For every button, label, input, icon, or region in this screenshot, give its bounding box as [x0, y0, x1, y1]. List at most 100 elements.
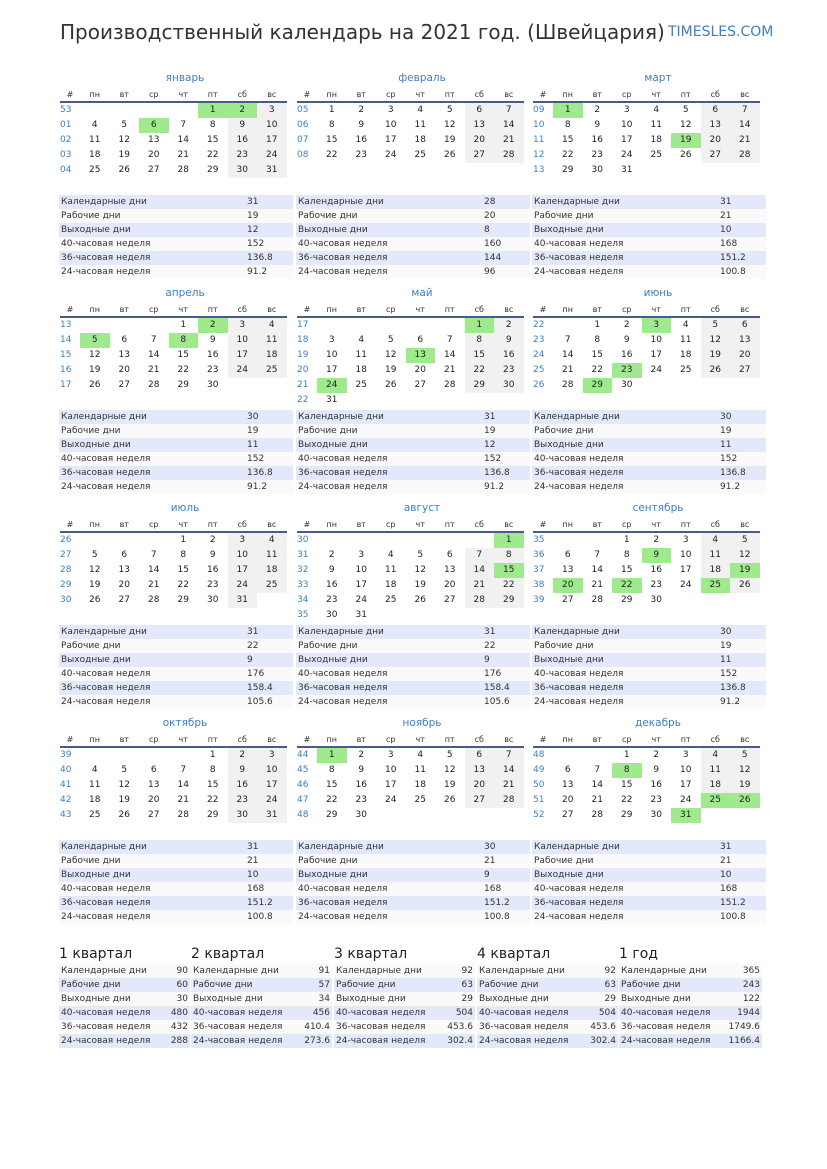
- week-number: 26: [533, 380, 545, 390]
- day-cell: 19: [414, 580, 426, 590]
- day-cell: 19: [385, 365, 397, 375]
- stat-value: 151.2: [720, 253, 746, 263]
- weekday-header: пт: [198, 734, 228, 748]
- day-cell: 28: [730, 148, 760, 163]
- day-cell: 7: [594, 550, 601, 560]
- day-cell: 28: [177, 810, 189, 820]
- day-cell: 31: [621, 165, 633, 175]
- day-cell: 7: [464, 548, 494, 563]
- stat-value: 456: [312, 1008, 330, 1018]
- day-cell: 30: [227, 808, 257, 823]
- weekday-header: #: [533, 304, 553, 318]
- empty-cell: [642, 378, 672, 393]
- day-cell: 29: [621, 595, 633, 605]
- stat-value: 19: [720, 641, 732, 651]
- month-name: март: [644, 72, 672, 84]
- stat-row: 36-часовая неделя 158.4: [296, 681, 530, 695]
- day-cell: 2: [594, 105, 601, 115]
- day-cell: 11: [355, 350, 367, 360]
- day-cell: 16: [355, 780, 367, 790]
- stat-value: 12: [484, 440, 496, 450]
- stat-value: 30: [247, 412, 259, 422]
- weekday-header: ср: [376, 519, 406, 533]
- weekday-header: вс: [257, 89, 287, 103]
- stat-label: Календарные дни: [61, 627, 147, 637]
- weekday-header: чт: [405, 519, 435, 533]
- stat-value: 152: [247, 454, 265, 464]
- day-cell: 7: [494, 748, 524, 763]
- month-grid: # пн вт ср чт пт сб вс 26 1 2 3 4 27 5 6 7 8 9 10 11 28 12 13 14…: [60, 519, 290, 608]
- day-cell: 23: [494, 363, 524, 378]
- week-number: 47: [297, 795, 309, 805]
- day-cell: 14: [148, 350, 160, 360]
- week-number: 02: [60, 135, 72, 145]
- weekday-header: ср: [139, 734, 169, 748]
- weekday-header: #: [533, 89, 553, 103]
- day-cell: 28: [494, 148, 524, 163]
- stat-value: 480: [170, 1008, 188, 1018]
- day-cell: 10: [650, 335, 662, 345]
- week-number: 09: [533, 105, 545, 115]
- stat-value: 151.2: [720, 898, 746, 908]
- stat-value: 91.2: [720, 697, 741, 707]
- stat-value: 152: [247, 239, 265, 249]
- day-cell: 28: [562, 380, 574, 390]
- day-cell: 20: [464, 778, 494, 793]
- week-number: 29: [60, 580, 72, 590]
- day-cell: 13: [118, 350, 130, 360]
- site-link[interactable]: TIMESLES.COM: [668, 24, 774, 40]
- weekday-header: пт: [435, 519, 465, 533]
- day-cell: 16: [494, 348, 524, 363]
- stat-label: Выходные дни: [61, 870, 131, 880]
- day-cell: 19: [671, 133, 701, 148]
- day-cell: 20: [444, 580, 456, 590]
- stat-label: 40-часовая неделя: [479, 1008, 569, 1018]
- stat-label: Рабочие дни: [61, 641, 121, 651]
- month-grid: # пн вт ср чт пт сб вс 17 1 2 18 3 4 5 6 7 8 9 19 10 11 12 13 14…: [297, 304, 527, 408]
- stat-label: Календарные дни: [534, 412, 620, 422]
- empty-cell: [376, 533, 406, 548]
- stat-value: 504: [598, 1008, 616, 1018]
- day-cell: 26: [414, 595, 426, 605]
- stat-label: Выходные дни: [534, 225, 604, 235]
- day-cell: 21: [148, 365, 160, 375]
- stat-value: 136.8: [247, 253, 273, 263]
- month-stats: Календарные дни 31 Рабочие дни 21 Выходные д…: [532, 195, 766, 279]
- month-stats: Календарные дни 30 Рабочие дни 21 Выходные д…: [296, 840, 530, 924]
- empty-cell: [139, 103, 169, 118]
- day-cell: 28: [591, 810, 603, 820]
- day-cell: 20: [148, 150, 160, 160]
- stat-label: Выходные дни: [298, 870, 368, 880]
- stat-value: 91.2: [247, 482, 268, 492]
- day-cell: 25: [650, 150, 662, 160]
- stat-value: 176: [484, 669, 502, 679]
- stat-row: Рабочие дни 22: [296, 639, 530, 653]
- day-cell: 14: [494, 763, 524, 778]
- week-number: 11: [533, 135, 545, 145]
- month-stats: Календарные дни 28 Рабочие дни 20 Выходные д…: [296, 195, 530, 279]
- stat-label: 40-часовая неделя: [534, 884, 624, 894]
- weekday-header: сб: [700, 304, 730, 318]
- day-cell: 21: [177, 150, 189, 160]
- weekday-header: вс: [730, 304, 760, 318]
- day-cell: 4: [91, 120, 98, 130]
- day-cell: 13: [148, 780, 160, 790]
- summary-title: 2 квартал: [191, 946, 265, 962]
- stat-label: 40-часовая неделя: [534, 669, 624, 679]
- month-2: февраль # пн вт ср чт пт сб вс 05 1 2 3 4 5 6 7 06 8 9 10 11 1…: [297, 71, 527, 163]
- day-cell: 15: [591, 350, 603, 360]
- stat-label: 40-часовая неделя: [298, 884, 388, 894]
- month-stats: Календарные дни 30 Рабочие дни 19 Выходные д…: [59, 410, 293, 494]
- day-cell: 28: [464, 593, 494, 608]
- day-cell: 15: [621, 780, 633, 790]
- weekday-header: сб: [227, 89, 257, 103]
- stat-value: 57: [318, 980, 330, 990]
- month-5: май # пн вт ср чт пт сб вс 17 1 2 18 3 4 5 6 7 8 9 19 10 11 12 1…: [297, 286, 527, 408]
- stat-value: 504: [455, 1008, 473, 1018]
- empty-cell: [583, 748, 613, 763]
- weekday-header: пн: [317, 734, 347, 748]
- stat-label: 40-часовая неделя: [534, 239, 624, 249]
- day-cell: 3: [328, 335, 335, 345]
- stat-row: 40-часовая неделя 168: [532, 237, 766, 251]
- day-cell: 6: [417, 335, 424, 345]
